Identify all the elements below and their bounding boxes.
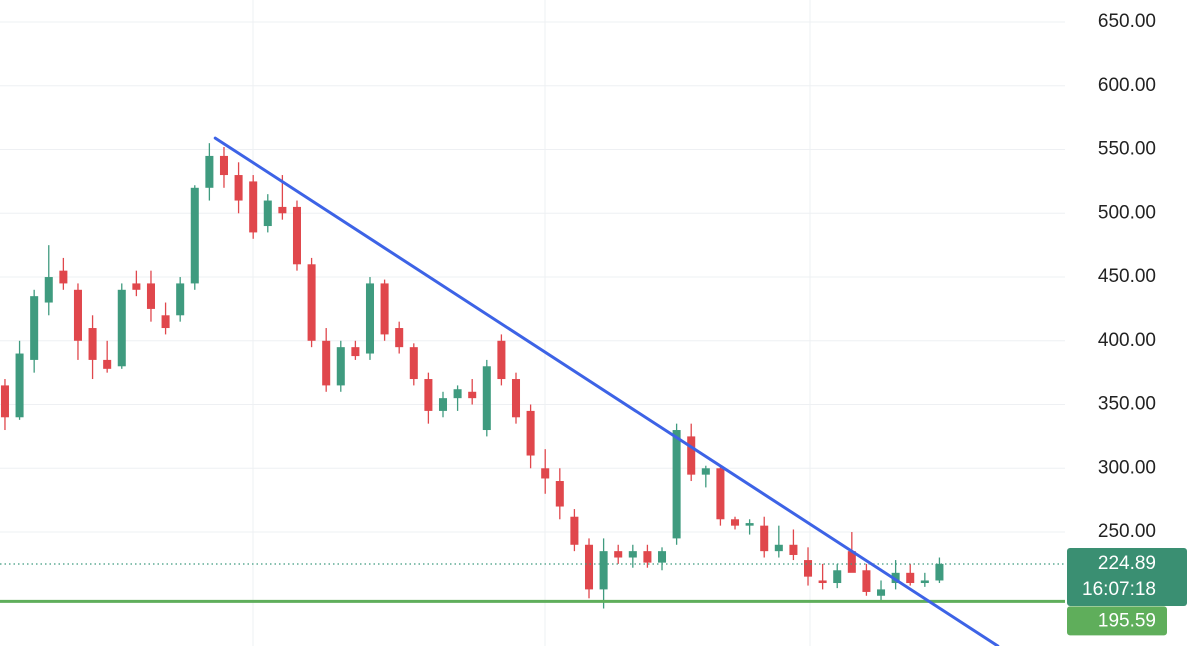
trendline bbox=[213, 136, 1000, 646]
candle-body bbox=[351, 347, 360, 357]
candle-body bbox=[380, 283, 389, 335]
candle-body bbox=[468, 391, 477, 399]
candle-body bbox=[205, 155, 214, 188]
candle-body bbox=[0, 385, 9, 418]
candle-body bbox=[789, 544, 798, 555]
y-tick-label: 500.00 bbox=[1098, 202, 1156, 223]
candle-body bbox=[482, 366, 491, 431]
candle-body bbox=[365, 283, 375, 354]
candle-body bbox=[453, 389, 462, 399]
candle-body bbox=[497, 340, 506, 380]
candle-body bbox=[44, 277, 53, 303]
candle-body bbox=[731, 519, 740, 526]
candle-body bbox=[336, 347, 345, 386]
candle-body bbox=[599, 551, 608, 590]
candle-body bbox=[774, 544, 783, 552]
candle-body bbox=[438, 398, 448, 411]
y-tick-label: 250.00 bbox=[1098, 521, 1156, 542]
candle-body bbox=[59, 270, 68, 284]
candle-body bbox=[716, 468, 725, 520]
candle-body bbox=[701, 468, 710, 475]
candle-body bbox=[877, 589, 886, 596]
candle-body bbox=[146, 283, 155, 309]
candle-body bbox=[161, 315, 170, 329]
candle-body bbox=[322, 340, 331, 386]
y-tick-label: 400.00 bbox=[1098, 330, 1156, 351]
y-tick-label: 550.00 bbox=[1098, 139, 1156, 160]
candle-body bbox=[672, 430, 681, 539]
candle-body bbox=[73, 289, 82, 341]
candle-body bbox=[103, 359, 112, 369]
candle-body bbox=[614, 551, 623, 558]
candle-body bbox=[190, 187, 199, 284]
candle-body bbox=[745, 523, 754, 526]
last-price-label: 224.89 bbox=[1098, 553, 1156, 574]
candle-body bbox=[935, 563, 944, 581]
candle-body bbox=[15, 353, 24, 418]
candle-body bbox=[643, 551, 652, 563]
candle-body bbox=[657, 551, 667, 563]
candle-body bbox=[234, 175, 243, 201]
y-tick-label: 450.00 bbox=[1098, 266, 1156, 287]
candle-body bbox=[541, 468, 550, 479]
candle-body bbox=[395, 328, 404, 348]
candle-body bbox=[511, 379, 521, 418]
y-tick-label: 350.00 bbox=[1098, 394, 1156, 415]
candle-body bbox=[278, 206, 287, 214]
candle-body bbox=[833, 570, 842, 584]
candle-body bbox=[862, 570, 871, 592]
support-label: 195.59 bbox=[1098, 610, 1156, 631]
candle-body bbox=[584, 544, 594, 590]
candle-body bbox=[424, 379, 433, 411]
y-tick-label: 650.00 bbox=[1098, 11, 1156, 32]
candle-body bbox=[804, 560, 813, 577]
candle-body bbox=[307, 264, 316, 341]
candle-body bbox=[219, 155, 228, 176]
candle-body bbox=[760, 525, 769, 552]
countdown-label: 16:07:18 bbox=[1082, 579, 1156, 600]
candle-body bbox=[847, 551, 856, 573]
candle-body bbox=[249, 181, 258, 233]
candle-body bbox=[88, 328, 97, 360]
y-tick-label: 600.00 bbox=[1098, 75, 1156, 96]
candle-body bbox=[263, 200, 272, 227]
candle-body bbox=[906, 572, 915, 584]
last-price-box bbox=[1067, 548, 1187, 607]
candle-body bbox=[818, 580, 827, 584]
candle-body bbox=[132, 283, 141, 290]
candle-body bbox=[570, 516, 579, 545]
candle-body bbox=[292, 206, 302, 265]
candle-body bbox=[628, 551, 637, 558]
y-tick-label: 300.00 bbox=[1098, 457, 1156, 478]
candle-body bbox=[409, 347, 418, 380]
candle-body bbox=[526, 410, 535, 456]
candle-body bbox=[117, 289, 126, 367]
candle-body bbox=[555, 481, 564, 507]
support-box bbox=[1067, 606, 1167, 636]
candle-body bbox=[30, 296, 39, 360]
candle-body bbox=[176, 283, 185, 316]
candle-body bbox=[687, 436, 696, 475]
candle-body bbox=[920, 580, 929, 584]
